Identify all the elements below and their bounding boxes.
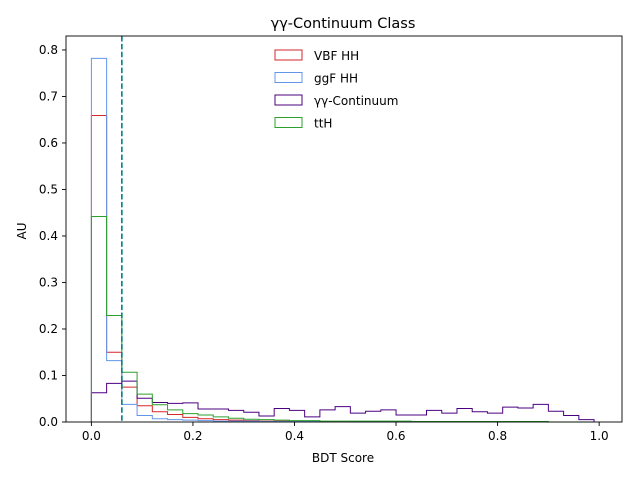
series-line-2 xyxy=(90,380,595,422)
legend-swatch xyxy=(274,117,303,128)
y-tick-label: 0.7 xyxy=(39,89,58,103)
y-tick-label: 0.2 xyxy=(39,322,58,336)
legend-label: ggF HH xyxy=(314,72,358,86)
legend-swatch xyxy=(274,49,303,61)
y-tick-label: 0.1 xyxy=(39,368,58,382)
plot-area xyxy=(65,35,623,423)
y-tick-label: 0.3 xyxy=(39,275,58,289)
legend: VBF HH ggF HH γγ-Continuum ttH xyxy=(274,49,398,131)
x-tick-label: 0.4 xyxy=(285,429,304,443)
legend-label: γγ-Continuum xyxy=(314,94,398,108)
axes-frame xyxy=(65,35,623,423)
y-axis-label: AU xyxy=(15,223,29,240)
x-tick-label: 1.0 xyxy=(590,429,609,443)
y-tick-label: 0.0 xyxy=(39,415,58,429)
x-tick-label: 0.2 xyxy=(183,429,202,443)
legend-label: VBF HH xyxy=(314,49,359,63)
x-tick-label: 0.6 xyxy=(386,429,405,443)
axis-ticks: 0.0 0.2 0.4 0.6 0.8 1.0 0.0 0.1 0.2 0.3 0.4 0.5 0.6 0… xyxy=(39,43,609,443)
chart-title: γγ-Continuum Class xyxy=(271,16,416,32)
legend-swatch xyxy=(274,72,303,83)
series-line-3 xyxy=(90,215,595,423)
y-tick-label: 0.5 xyxy=(39,182,58,196)
y-tick-label: 0.4 xyxy=(39,229,58,243)
x-axis-label: BDT Score xyxy=(312,451,374,465)
x-tick-label: 0.8 xyxy=(488,429,507,443)
legend-swatch xyxy=(274,94,303,106)
x-tick-label: 0.0 xyxy=(82,429,101,443)
y-tick-label: 0.6 xyxy=(39,136,58,150)
legend-label: ttH xyxy=(314,117,332,131)
y-tick-label: 0.8 xyxy=(39,43,58,57)
